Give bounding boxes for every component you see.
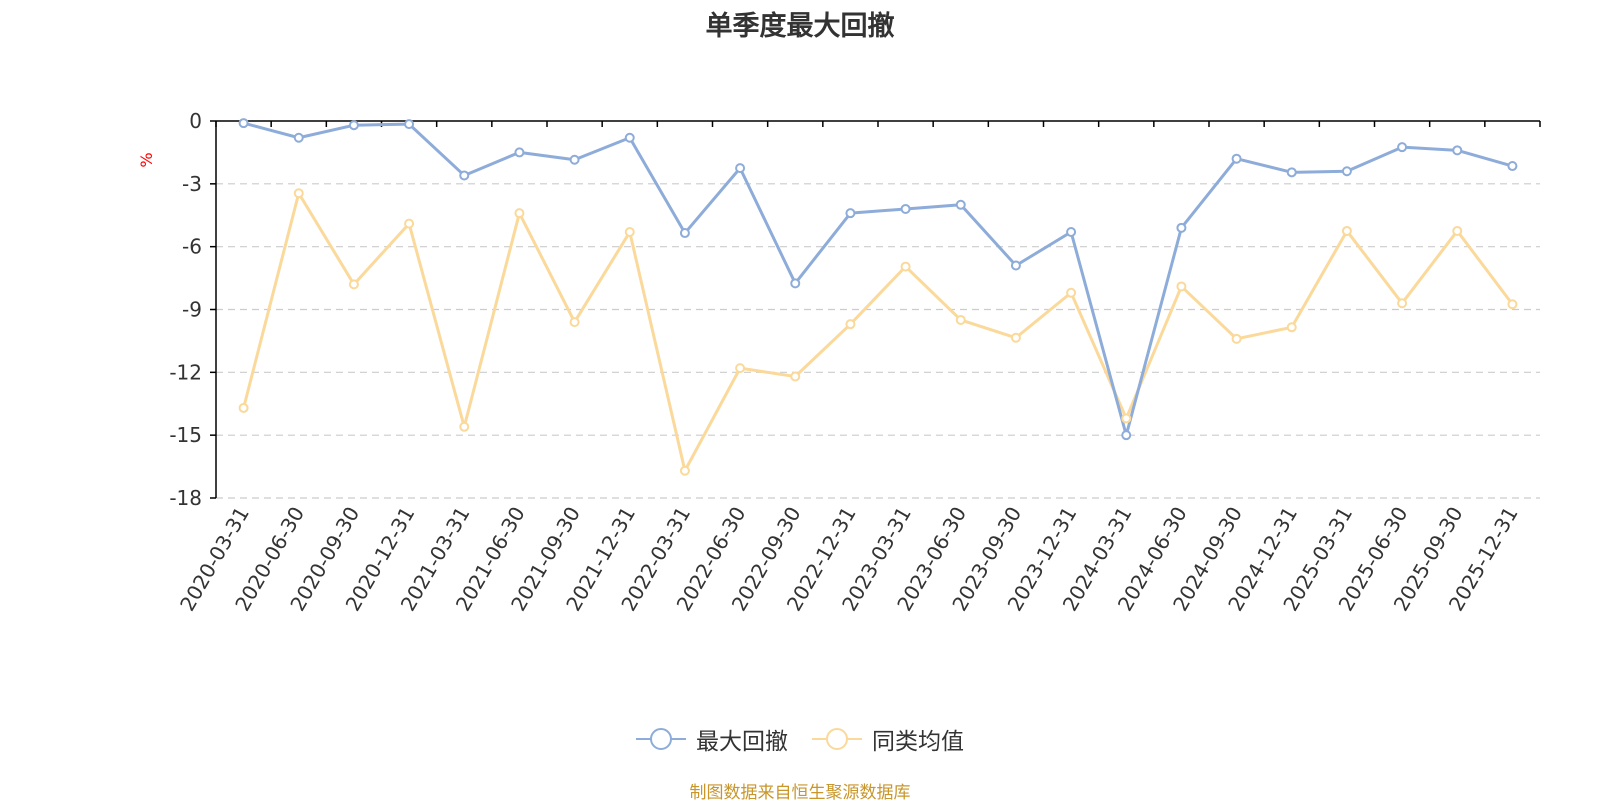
series-lines xyxy=(238,118,1518,476)
data-point xyxy=(1452,225,1463,236)
legend: 最大回撤 同类均值 xyxy=(0,722,1600,756)
data-point xyxy=(293,188,304,199)
y-tick-label: -18 xyxy=(169,486,202,510)
data-point xyxy=(1176,281,1187,292)
data-point xyxy=(790,278,801,289)
data-point xyxy=(569,154,580,165)
data-point xyxy=(238,118,249,129)
data-point xyxy=(900,261,911,272)
data-point xyxy=(1231,333,1242,344)
series-line-0 xyxy=(243,121,1513,437)
data-point xyxy=(624,227,635,238)
data-point xyxy=(735,363,746,374)
data-point xyxy=(1286,322,1297,333)
data-point xyxy=(404,218,415,229)
data-point xyxy=(679,228,690,239)
data-point xyxy=(1176,222,1187,233)
data-point xyxy=(900,203,911,214)
legend-label: 同类均值 xyxy=(872,729,964,755)
data-point xyxy=(1010,332,1021,343)
y-tick-label: -3 xyxy=(182,172,202,196)
axes: 0-3-6-9-12-15-182020-03-312020-06-302020… xyxy=(169,109,1541,615)
data-point xyxy=(1066,287,1077,298)
data-point xyxy=(514,208,525,219)
data-point xyxy=(1121,413,1132,424)
legend-label: 最大回撤 xyxy=(696,729,788,755)
data-point xyxy=(955,199,966,210)
data-point xyxy=(1397,142,1408,153)
source-note: 制图数据来自恒生聚源数据库 xyxy=(689,783,911,803)
data-point xyxy=(293,132,304,143)
data-point xyxy=(569,317,580,328)
data-point xyxy=(348,120,359,131)
data-point xyxy=(735,163,746,174)
data-point xyxy=(955,314,966,325)
data-point xyxy=(459,170,470,181)
data-point xyxy=(790,371,801,382)
legend-line-circle-icon xyxy=(636,728,686,750)
legend-item-peer-average[interactable]: 同类均值 xyxy=(812,722,964,756)
data-point xyxy=(1286,167,1297,178)
data-point xyxy=(238,402,249,413)
data-point xyxy=(514,147,525,158)
chart-title: 单季度最大回撤 xyxy=(705,11,895,42)
data-point xyxy=(1341,166,1352,177)
series-line-1 xyxy=(242,191,1514,473)
data-point xyxy=(679,465,690,476)
data-point xyxy=(1452,145,1463,156)
y-tick-label: 0 xyxy=(189,109,202,133)
data-point xyxy=(1231,153,1242,164)
data-point xyxy=(845,208,856,219)
y-tick-label: -15 xyxy=(169,423,202,447)
y-tick-label: -12 xyxy=(169,360,202,384)
data-point xyxy=(1507,161,1518,172)
data-point xyxy=(404,119,415,130)
y-tick-label: -6 xyxy=(182,235,202,259)
legend-item-max-drawdown[interactable]: 最大回撤 xyxy=(636,722,788,756)
y-tick-label: -9 xyxy=(182,298,202,322)
data-point xyxy=(1341,225,1352,236)
data-point xyxy=(1121,430,1132,441)
data-point xyxy=(624,132,635,143)
data-point xyxy=(1010,260,1021,271)
data-point xyxy=(1066,227,1077,238)
data-point xyxy=(348,279,359,290)
data-point xyxy=(459,421,470,432)
y-axis-unit-label: % xyxy=(137,152,156,167)
data-point xyxy=(1507,299,1518,310)
data-point xyxy=(1397,298,1408,309)
grid-lines xyxy=(216,183,1540,499)
data-point xyxy=(845,319,856,330)
legend-line-circle-icon xyxy=(812,728,862,750)
